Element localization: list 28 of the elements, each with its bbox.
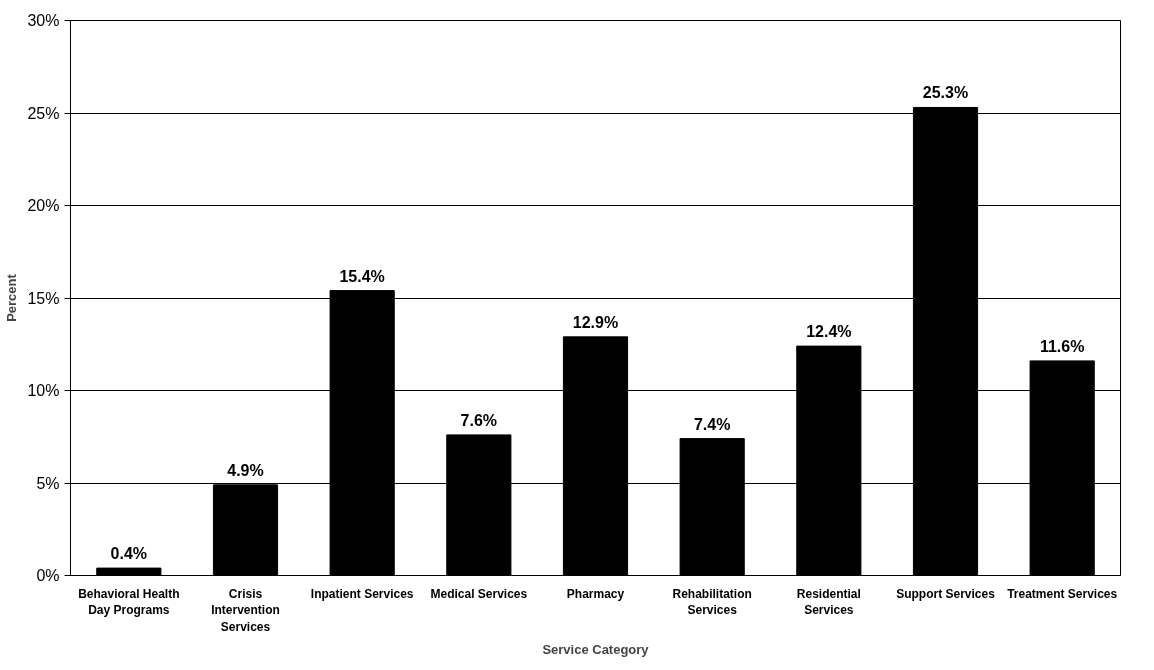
- y-tick-label: 10%: [27, 382, 60, 399]
- data-label: 12.9%: [572, 313, 619, 331]
- data-label: 7.4%: [693, 415, 731, 433]
- y-tick-label: 15%: [27, 289, 60, 307]
- data-label: 4.9%: [227, 461, 264, 479]
- data-label: 25.3%: [922, 84, 969, 102]
- x-tick-label: Behavioral Health Day Programs: [78, 586, 180, 618]
- x-tick-label: Crisis Intervention Services: [211, 586, 280, 635]
- x-tick-label: Medical Services: [430, 586, 528, 601]
- y-axis-title: Percent: [4, 273, 20, 322]
- y-tick-label: 25%: [27, 104, 60, 122]
- y-tick-label: 20%: [27, 197, 60, 214]
- x-tick-label: Pharmacy: [566, 586, 625, 601]
- y-tick-label: 30%: [27, 12, 60, 29]
- y-tick-label: 0%: [36, 567, 60, 584]
- data-label: 12.4%: [806, 323, 852, 341]
- x-tick-label: Treatment Services: [1007, 586, 1118, 601]
- data-label: 7.6%: [460, 411, 498, 429]
- x-tick-label: Residential Services: [796, 586, 861, 618]
- x-tick-label: Support Services: [896, 586, 996, 601]
- x-tick-label: Inpatient Services: [310, 586, 414, 601]
- x-tick-label: Rehabilitation Services: [672, 586, 752, 618]
- data-label: 0.4%: [110, 545, 148, 563]
- x-axis-title: Service Category: [542, 642, 650, 658]
- y-tick-label: 5%: [36, 474, 60, 492]
- bar: [96, 567, 162, 576]
- data-label: 15.4%: [339, 267, 385, 285]
- data-label: 11.6%: [1039, 337, 1085, 355]
